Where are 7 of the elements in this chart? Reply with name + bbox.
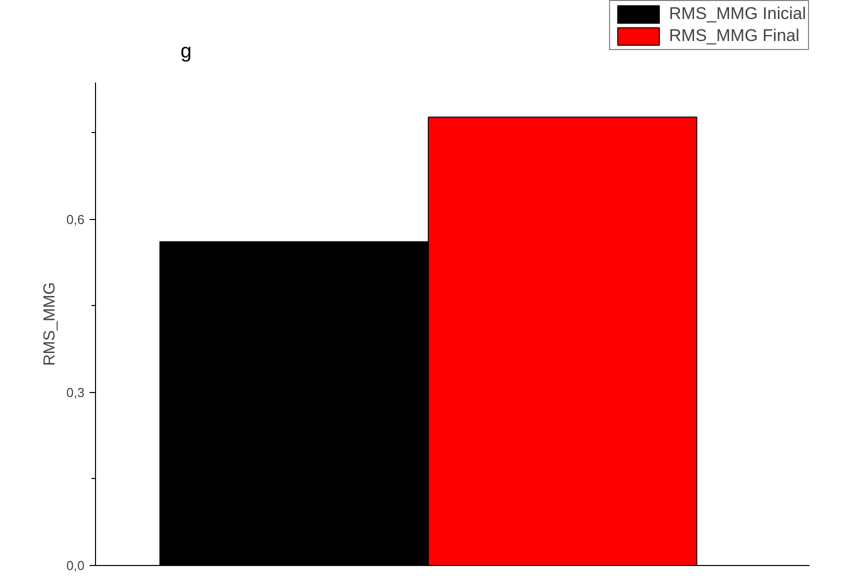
y-tick-label: 0,0 [66, 558, 85, 573]
legend-label: RMS_MMG Final [669, 25, 800, 47]
y-tick-label: 0,3 [66, 384, 85, 400]
chart-title: g [180, 40, 192, 62]
y-axis-title: RMS_MMG [41, 282, 58, 366]
legend-label: RMS_MMG Inicial [669, 3, 806, 25]
y-tick-label: 0,6 [66, 212, 85, 227]
